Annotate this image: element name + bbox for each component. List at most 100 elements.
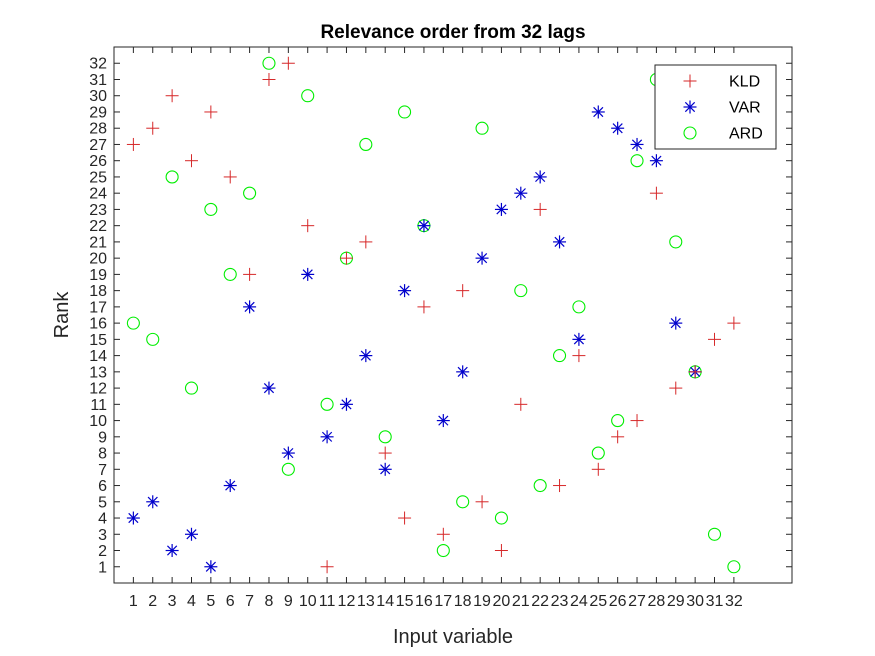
y-tick-label: 28 bbox=[89, 121, 107, 138]
var-point bbox=[669, 316, 683, 330]
x-tick-label: 2 bbox=[148, 593, 157, 610]
kld-point bbox=[456, 284, 470, 298]
x-tick-label: 15 bbox=[396, 593, 414, 610]
kld-point bbox=[514, 397, 528, 411]
var-point bbox=[359, 349, 373, 363]
y-tick-label: 20 bbox=[89, 251, 107, 268]
x-tick-label: 6 bbox=[226, 593, 235, 610]
x-tick-label: 10 bbox=[299, 593, 317, 610]
ard-point bbox=[475, 121, 489, 135]
kld-point bbox=[146, 121, 160, 135]
x-tick-label: 18 bbox=[454, 593, 472, 610]
y-tick-label: 9 bbox=[98, 429, 107, 446]
var-point bbox=[378, 462, 392, 476]
y-tick-label: 25 bbox=[89, 169, 107, 186]
kld-point bbox=[727, 316, 741, 330]
x-tick-label: 28 bbox=[648, 593, 666, 610]
x-tick-label: 11 bbox=[319, 593, 336, 610]
kld-point bbox=[126, 137, 140, 151]
kld-point bbox=[320, 560, 334, 574]
kld-point bbox=[553, 479, 567, 493]
ard-point bbox=[146, 332, 160, 346]
var-point bbox=[456, 365, 470, 379]
y-tick-label: 10 bbox=[89, 413, 107, 430]
y-tick-label: 6 bbox=[98, 478, 107, 495]
x-tick-label: 25 bbox=[589, 593, 607, 610]
y-tick-label: 31 bbox=[89, 72, 107, 89]
var-point bbox=[494, 202, 508, 216]
ard-point bbox=[281, 462, 295, 476]
kld-point bbox=[204, 105, 218, 119]
kld-point bbox=[688, 365, 702, 379]
series-var bbox=[126, 105, 702, 574]
x-tick-label: 29 bbox=[667, 593, 685, 610]
x-tick-label: 24 bbox=[570, 593, 588, 610]
ard-point bbox=[727, 560, 741, 574]
ard-point bbox=[223, 267, 237, 281]
x-tick-label: 7 bbox=[245, 593, 254, 610]
ard-point bbox=[165, 170, 179, 184]
kld-point bbox=[630, 414, 644, 428]
kld-point bbox=[398, 511, 412, 525]
y-tick-label: 3 bbox=[98, 527, 107, 544]
y-tick-label: 24 bbox=[89, 186, 107, 203]
y-tick-label: 16 bbox=[89, 316, 107, 333]
y-axis-title: Rank bbox=[51, 291, 73, 339]
kld-point bbox=[533, 202, 547, 216]
x-tick-label: 8 bbox=[265, 593, 274, 610]
kld-point bbox=[708, 332, 722, 346]
y-tick-label: 2 bbox=[98, 543, 107, 560]
y-tick-label: 13 bbox=[89, 364, 107, 381]
var-point bbox=[146, 495, 160, 509]
kld-point bbox=[591, 462, 605, 476]
y-tick-label: 17 bbox=[89, 299, 107, 316]
ard-point bbox=[301, 89, 315, 103]
ard-point bbox=[262, 56, 276, 70]
y-tick-label: 4 bbox=[98, 511, 107, 528]
x-tick-label: 22 bbox=[531, 593, 549, 610]
kld-point bbox=[223, 170, 237, 184]
ard-point bbox=[552, 349, 567, 363]
ard-point bbox=[243, 186, 257, 200]
ard-point bbox=[611, 414, 625, 428]
x-tick-label: 17 bbox=[434, 593, 452, 610]
y-tick-label: 7 bbox=[98, 462, 107, 479]
kld-point bbox=[417, 300, 431, 314]
ard-point bbox=[320, 397, 334, 411]
x-tick-label: 4 bbox=[187, 593, 196, 610]
x-tick-label: 31 bbox=[706, 593, 724, 610]
var-point bbox=[339, 397, 353, 411]
var-point bbox=[262, 381, 276, 395]
var-point bbox=[398, 284, 412, 298]
x-tick-label: 3 bbox=[168, 593, 177, 610]
var-point bbox=[475, 251, 489, 265]
var-point bbox=[553, 235, 567, 249]
kld-point bbox=[301, 219, 315, 233]
ard-point bbox=[436, 543, 450, 558]
kld-point bbox=[611, 430, 625, 444]
legend: KLD VAR ARD bbox=[654, 64, 777, 150]
var-point bbox=[630, 137, 644, 151]
ard-point bbox=[630, 154, 644, 168]
y-tick-label: 32 bbox=[89, 56, 107, 73]
y-tick-label: 29 bbox=[89, 104, 107, 121]
y-tick-label: 8 bbox=[98, 446, 107, 463]
x-tick-label: 30 bbox=[686, 593, 704, 610]
legend-box bbox=[654, 64, 777, 150]
ard-point bbox=[514, 284, 528, 298]
kld-point bbox=[243, 267, 257, 281]
kld-point bbox=[165, 89, 179, 103]
ard-point bbox=[707, 527, 722, 541]
ard-point bbox=[126, 316, 140, 330]
var-point bbox=[514, 186, 528, 200]
y-axis: 1234567891011121314151617181920212223242… bbox=[89, 56, 792, 576]
series-ard bbox=[126, 56, 741, 574]
legend-marker-var bbox=[683, 100, 697, 114]
legend-marker-ard bbox=[683, 126, 697, 140]
y-tick-label: 22 bbox=[89, 218, 107, 235]
x-tick-label: 9 bbox=[284, 593, 293, 610]
y-tick-label: 12 bbox=[89, 381, 107, 398]
kld-point bbox=[184, 154, 198, 168]
ard-point bbox=[669, 235, 683, 249]
y-tick-label: 1 bbox=[98, 559, 107, 576]
